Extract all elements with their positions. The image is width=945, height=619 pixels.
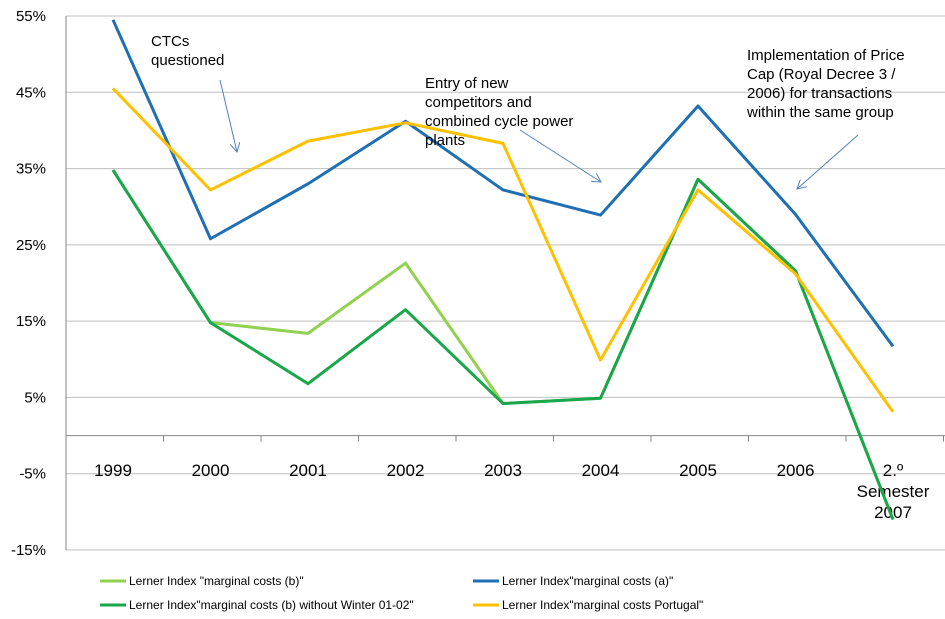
series-line-1	[111, 19, 895, 348]
annotation-arrow	[219, 79, 237, 152]
legend-label: Lerner Index"marginal costs (a)"	[502, 574, 673, 588]
y-tick-label: 25%	[16, 237, 46, 254]
legend-label: Lerner Index "marginal costs (b)"	[129, 574, 304, 588]
series-lines	[111, 19, 895, 521]
grid	[66, 15, 945, 551]
x-tick-label: 2003	[484, 461, 522, 480]
y-tick-label: 55%	[16, 8, 46, 25]
annotations: CTCs questioned Entry of new competitors an…	[151, 33, 905, 189]
annotation-text: CTCs questioned	[151, 33, 224, 69]
y-tick-label: -15%	[11, 542, 46, 559]
x-tick-label: 2002	[387, 461, 425, 480]
annotation-arrow	[797, 134, 859, 189]
x-tick-label: 2001	[289, 461, 327, 480]
y-tick-label: 35%	[16, 161, 46, 178]
x-tick-label: 2.º Semester 2007	[857, 461, 930, 522]
legend: Lerner Index "marginal costs (b)" Lerner …	[100, 574, 703, 612]
x-tick-label: 1999	[94, 461, 132, 480]
x-tick-label: 2005	[679, 461, 717, 480]
y-tick-label: -5%	[19, 466, 46, 483]
x-tick-label: 2004	[582, 461, 620, 480]
legend-label: Lerner Index"marginal costs (b) without …	[129, 598, 414, 612]
x-tick-label: 2006	[777, 461, 815, 480]
y-tick-label: 5%	[24, 389, 46, 406]
series-line-3	[111, 87, 895, 413]
annotation-text: Entry of new competitors and combined cycl…	[425, 75, 573, 149]
y-tick-label: 45%	[16, 84, 46, 101]
legend-label: Lerner Index"marginal costs Portugal"	[502, 598, 703, 612]
annotation-text: Implementation of Price Cap (Royal Decree…	[746, 47, 905, 121]
y-tick-label: 15%	[16, 313, 46, 330]
x-tick-label: 2000	[192, 461, 230, 480]
axes: 55% 45% 35% 25% 15% 5% -5% -15% 1999 2000 2001 2002…	[11, 8, 945, 559]
series-line-2	[111, 169, 895, 521]
annotation-arrow	[519, 129, 601, 182]
